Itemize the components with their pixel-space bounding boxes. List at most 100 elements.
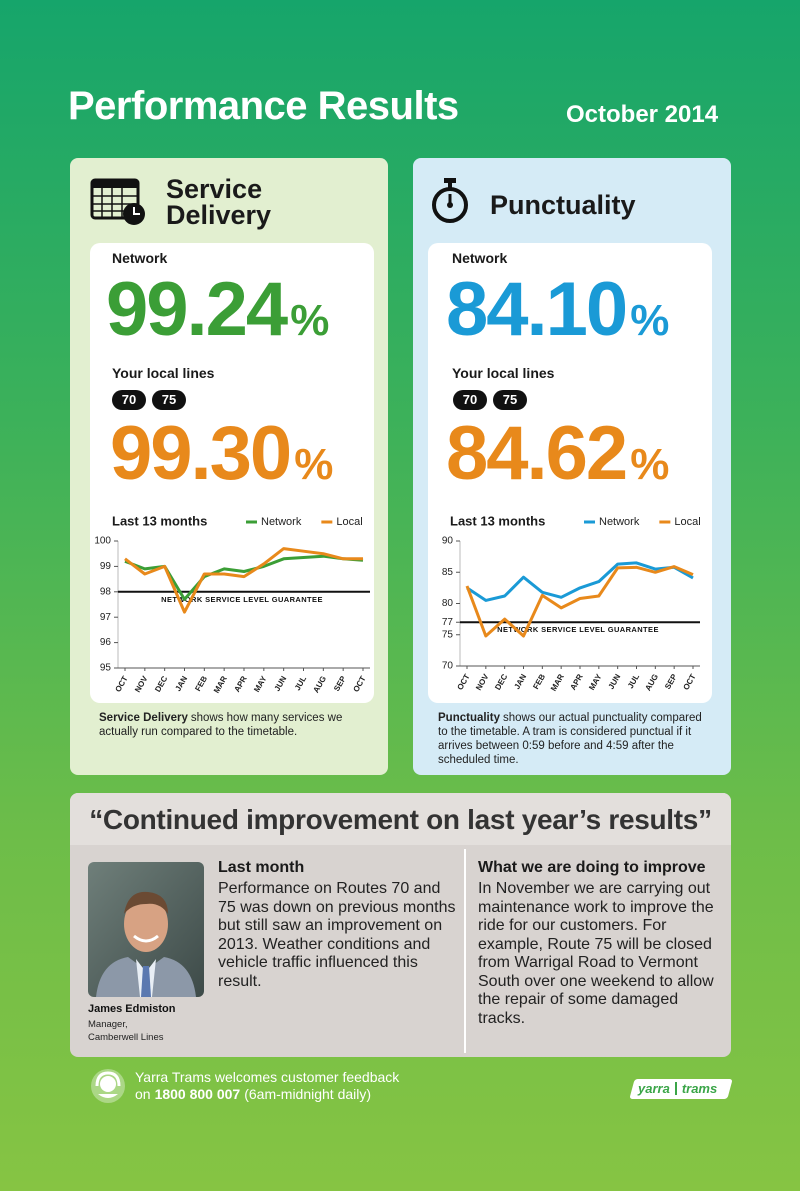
- x-tick-label: DEC: [493, 672, 509, 691]
- x-tick-label: OCT: [351, 674, 367, 693]
- x-tick-label: SEP: [332, 674, 348, 693]
- x-tick-label: SEP: [663, 672, 679, 691]
- line-chart: Last 13 months Network Local 95 96 97 98 99 100 O…: [94, 513, 370, 695]
- page-title: Performance Results: [68, 84, 459, 128]
- x-tick-label: NOV: [133, 674, 150, 694]
- network-label: Network: [452, 250, 508, 266]
- unit: %: [294, 440, 334, 489]
- x-tick-label: MAY: [252, 674, 269, 694]
- y-tick-label: 85: [442, 567, 454, 578]
- value: 99.30: [110, 411, 292, 496]
- network-value: 99.24%: [106, 272, 329, 359]
- x-tick-label: MAR: [549, 672, 566, 692]
- quote: “Continued improvement on last year’s re…: [70, 793, 731, 845]
- local-value: 99.30%: [110, 416, 333, 503]
- legend-label: Local: [674, 516, 700, 528]
- x-tick-label: OCT: [455, 672, 471, 691]
- x-tick-label: JUN: [273, 674, 289, 693]
- text: (6am-midnight daily): [244, 1086, 372, 1102]
- local-value: 84.62%: [446, 416, 669, 503]
- role-line: Manager,: [88, 1019, 128, 1030]
- y-tick-label: 97: [100, 612, 112, 623]
- network-label: Network: [112, 250, 168, 266]
- description-text: shows how many services we actually run …: [99, 712, 343, 738]
- description-bold: Service Delivery: [99, 712, 188, 724]
- x-tick-label: APR: [232, 674, 248, 693]
- value: 99.24: [106, 267, 288, 352]
- local-label: Your local lines: [452, 365, 555, 381]
- series-line: [124, 547, 363, 614]
- legend-label: Network: [599, 516, 640, 528]
- person-role: Manager, Camberwell Lines: [88, 1018, 164, 1044]
- x-tick-label: JAN: [173, 674, 189, 693]
- x-tick-label: FEB: [193, 674, 209, 693]
- y-tick-label: 99: [100, 561, 112, 572]
- title-line: Punctuality: [490, 190, 636, 220]
- y-tick-label: 77: [442, 617, 454, 628]
- series-line: [466, 561, 694, 602]
- route-badge: 75: [493, 390, 527, 410]
- section-body: In November we are carrying out maintena…: [478, 880, 714, 1027]
- route-badge: 70: [112, 390, 146, 410]
- panel-title: Punctuality: [490, 190, 636, 220]
- unit: %: [630, 440, 670, 489]
- value: 84.62: [446, 411, 628, 496]
- x-tick-label: AUG: [311, 675, 328, 695]
- guarantee-label: NETWORK SERVICE LEVEL GUARANTEE: [161, 595, 323, 604]
- x-tick-label: FEB: [531, 672, 547, 691]
- y-tick-label: 75: [442, 629, 454, 640]
- stopwatch-icon: [432, 178, 468, 223]
- unit: %: [630, 296, 670, 345]
- series-line: [465, 565, 694, 638]
- y-tick-label: 98: [100, 586, 112, 597]
- route-badge: 75: [152, 390, 186, 410]
- y-tick-label: 95: [100, 663, 112, 674]
- x-tick-label: JUL: [293, 674, 308, 692]
- divider: [464, 849, 466, 1053]
- x-tick-label: JUL: [626, 672, 641, 690]
- feedback: Yarra Trams welcomes customer feedback o…: [135, 1069, 399, 1103]
- logo-separator: [674, 1082, 677, 1095]
- x-tick-label: JUN: [607, 672, 623, 691]
- logo-word: yarra: [638, 1081, 670, 1096]
- y-tick-label: 96: [100, 637, 112, 648]
- section-heading: What we are doing to improve: [478, 859, 706, 876]
- text: on: [135, 1086, 151, 1102]
- chart-title: Last 13 months: [450, 513, 545, 528]
- x-tick-label: AUG: [643, 673, 660, 693]
- calendar-icon: [90, 178, 145, 225]
- phone: 1800 800 007: [154, 1086, 241, 1102]
- legend-label: Network: [261, 516, 302, 528]
- service-card: [90, 243, 374, 703]
- title-line: Service: [166, 174, 263, 204]
- route-badge: 70: [453, 390, 487, 410]
- local-label: Your local lines: [112, 365, 215, 381]
- headset-icon: [91, 1069, 125, 1103]
- role-line: Camberwell Lines: [88, 1032, 164, 1043]
- portrait: [88, 862, 204, 997]
- x-tick-label: OCT: [681, 672, 697, 691]
- panel-title: Service Delivery: [166, 174, 272, 230]
- x-tick-label: DEC: [153, 674, 169, 693]
- x-tick-label: MAR: [212, 674, 229, 694]
- person-name: James Edmiston: [88, 1003, 176, 1015]
- section-body: Performance on Routes 70 and 75 was down…: [218, 880, 456, 990]
- feedback-line: Yarra Trams welcomes customer feedback: [135, 1069, 400, 1085]
- y-tick-label: 90: [442, 536, 454, 547]
- x-tick-label: APR: [568, 672, 584, 691]
- network-value: 84.10%: [446, 272, 669, 359]
- section-heading: Last month: [218, 859, 305, 876]
- y-tick-label: 100: [94, 536, 111, 547]
- x-tick-label: MAY: [587, 672, 604, 692]
- legend-label: Local: [336, 516, 362, 528]
- report-date: October 2014: [566, 101, 719, 128]
- x-tick-label: OCT: [113, 674, 129, 693]
- unit: %: [290, 296, 330, 345]
- chart-title: Last 13 months: [112, 513, 207, 528]
- route-badges: 70 75: [453, 390, 533, 410]
- x-tick-label: JAN: [512, 672, 528, 691]
- x-tick-label: NOV: [474, 672, 491, 692]
- title-line: Delivery: [166, 200, 272, 230]
